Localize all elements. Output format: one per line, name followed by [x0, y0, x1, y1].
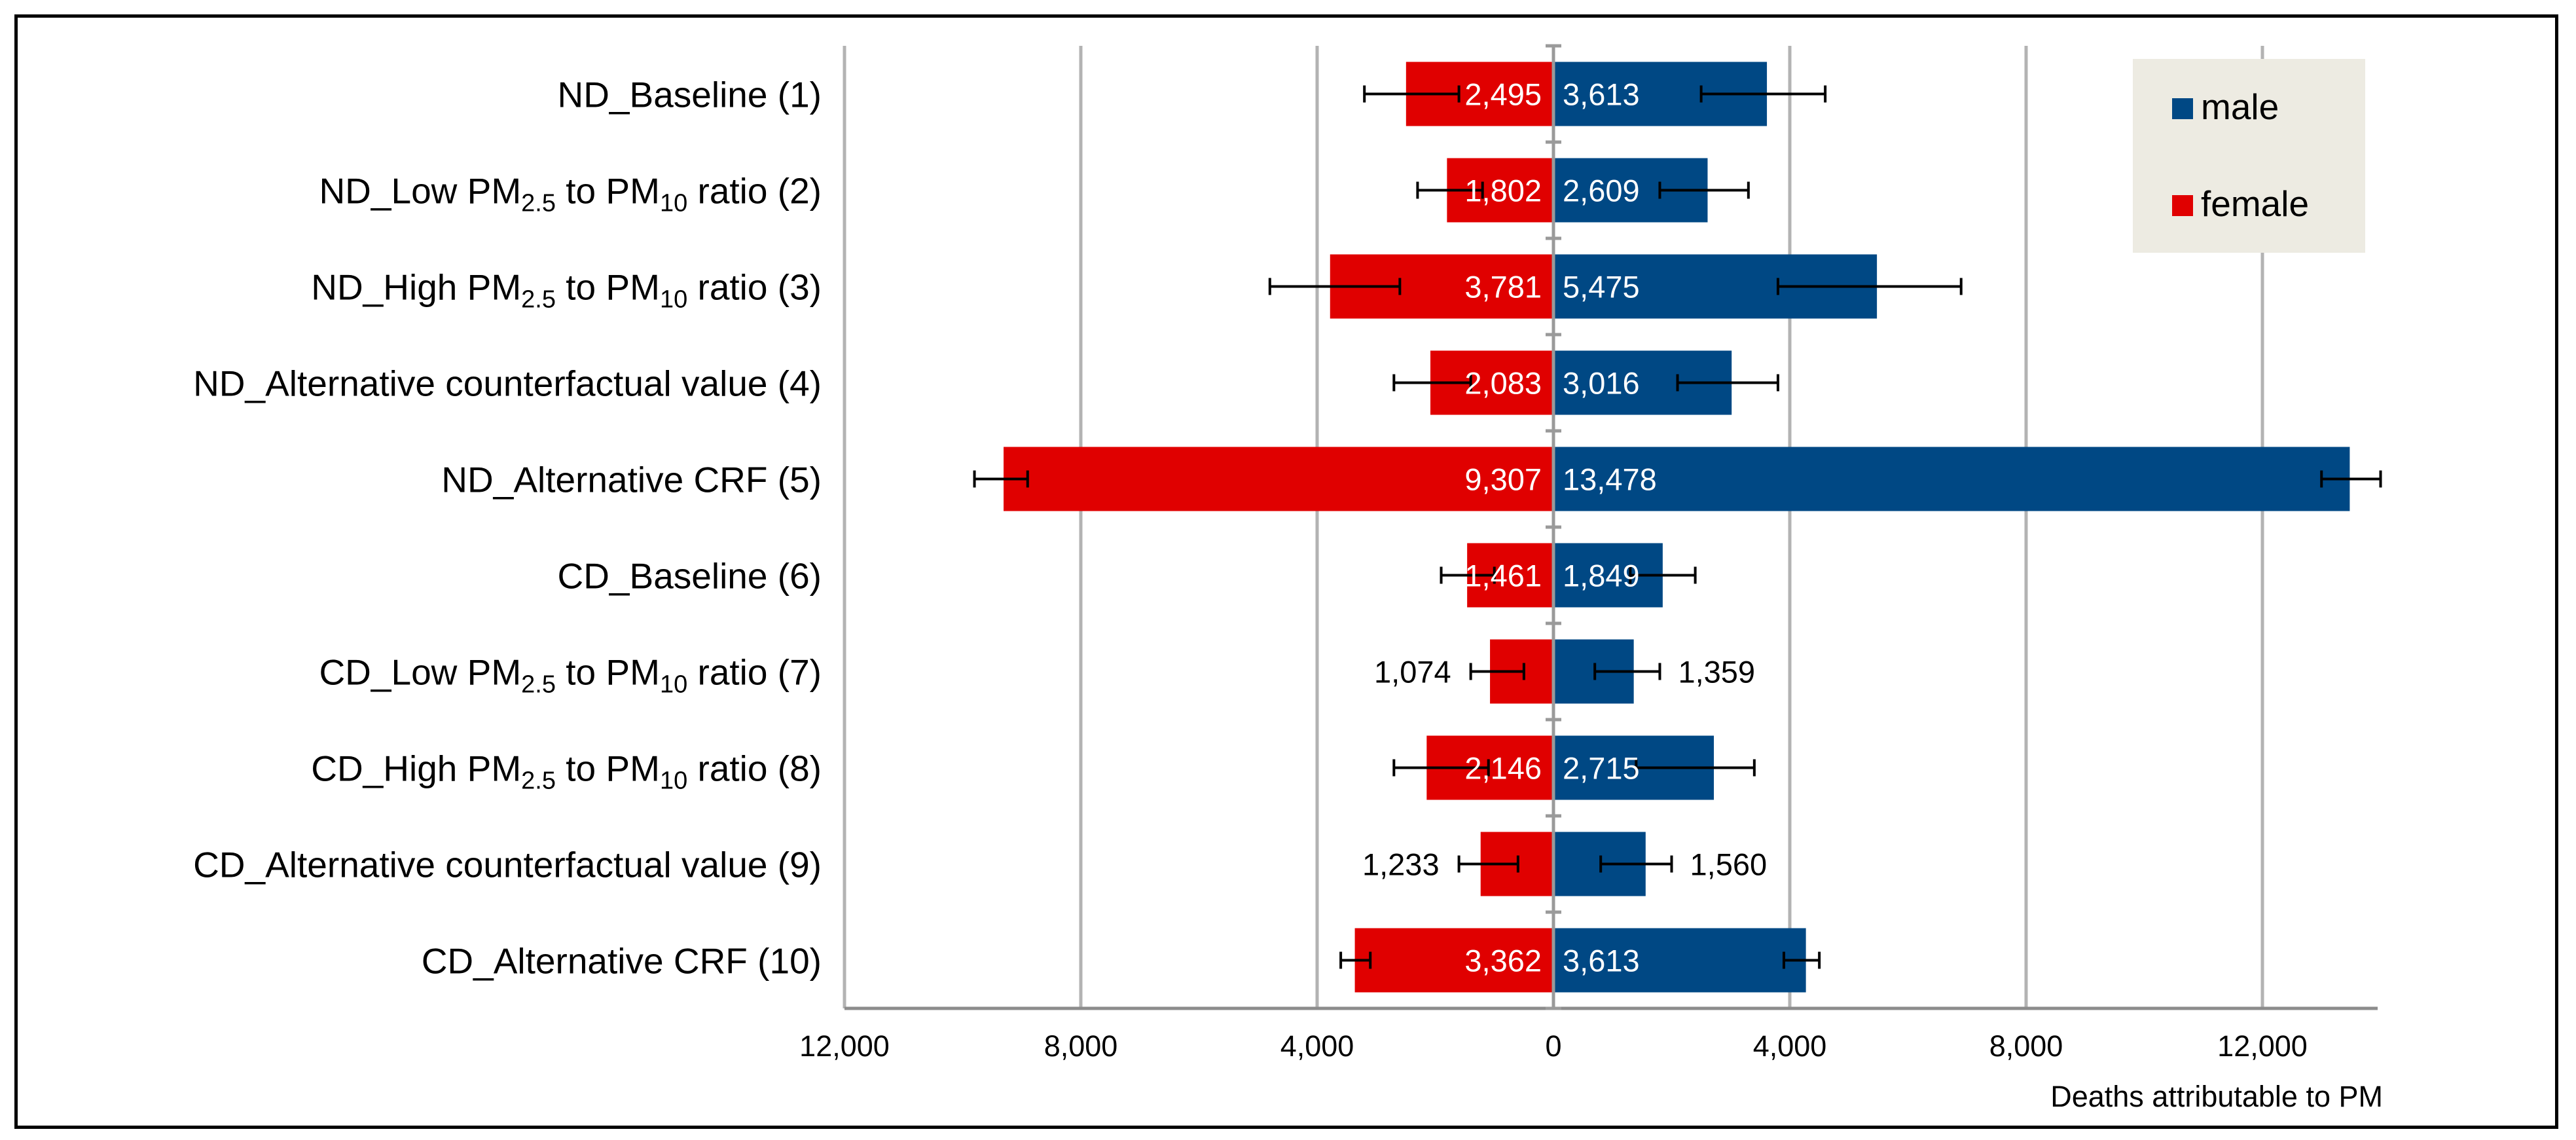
category-label: CD_High PM2.5 to PM10 ratio (8) [311, 748, 822, 795]
female-data-label: 3,781 [1464, 270, 1542, 304]
category-label: ND_Low PM2.5 to PM10 ratio (2) [319, 171, 822, 217]
legend-label-female: female [2201, 183, 2309, 224]
category-label: ND_Alternative CRF (5) [441, 460, 822, 500]
x-tick-label: 12,000 [799, 1029, 890, 1063]
legend-swatch-male [2172, 98, 2193, 119]
category-label: CD_Low PM2.5 to PM10 ratio (7) [319, 652, 822, 699]
x-tick-label: 0 [1545, 1029, 1561, 1063]
male-data-label: 2,609 [1563, 174, 1640, 208]
label-text: to PM [556, 748, 660, 789]
label-text: CD_Baseline (6) [557, 556, 822, 597]
category-label: CD_Alternative counterfactual value (9) [193, 845, 822, 885]
category-label: CD_Alternative CRF (10) [422, 941, 822, 982]
category-label: ND_Alternative counterfactual value (4) [193, 363, 822, 404]
male-data-label: 1,560 [1690, 847, 1768, 882]
label-text: CD_Low PM [319, 652, 521, 693]
male-data-label: 1,849 [1563, 559, 1640, 593]
x-axis-title: Deaths attributable to PM [2050, 1080, 2383, 1113]
female-data-label: 1,233 [1362, 847, 1440, 882]
x-tick-label: 8,000 [1989, 1029, 2063, 1063]
male-data-label: 3,613 [1563, 77, 1640, 112]
label-text: CD_High PM [311, 748, 521, 789]
label-text: to PM [556, 171, 660, 211]
label-subscript: 2.5 [521, 190, 556, 217]
legend-label-male: male [2201, 86, 2279, 127]
category-label: CD_Baseline (6) [557, 556, 822, 597]
male-data-label: 2,715 [1563, 751, 1640, 786]
label-subscript: 2.5 [521, 286, 556, 314]
label-text: ND_Alternative counterfactual value (4) [193, 363, 822, 404]
female-data-label: 1,074 [1374, 655, 1451, 690]
label-text: CD_Alternative CRF (10) [422, 941, 822, 982]
label-subscript: 2.5 [521, 671, 556, 699]
female-data-label: 9,307 [1464, 462, 1542, 497]
male-data-label: 3,016 [1563, 366, 1640, 401]
label-subscript: 2.5 [521, 767, 556, 795]
label-text: to PM [556, 652, 660, 693]
male-bar [1553, 447, 2350, 511]
x-tick-label: 4,000 [1280, 1029, 1354, 1063]
label-subscript: 10 [660, 671, 687, 699]
male-data-label: 1,359 [1678, 655, 1755, 690]
x-tick-label: 4,000 [1753, 1029, 1827, 1063]
label-text: ND_Baseline (1) [557, 75, 822, 115]
x-tick-label: 12,000 [2217, 1029, 2308, 1063]
label-subscript: 10 [660, 767, 687, 795]
male-data-label: 5,475 [1563, 270, 1640, 304]
label-text: ND_Alternative CRF (5) [441, 460, 822, 500]
label-text: ratio (8) [687, 748, 822, 789]
female-data-label: 3,362 [1464, 944, 1542, 978]
x-tick-label: 8,000 [1044, 1029, 1118, 1063]
female-data-label: 1,802 [1464, 174, 1542, 208]
category-label: ND_Baseline (1) [557, 75, 822, 115]
label-text: ND_High PM [311, 267, 521, 308]
female-data-label: 1,461 [1464, 559, 1542, 593]
label-text: ratio (3) [687, 267, 822, 308]
male-bar [1553, 928, 1806, 993]
label-text: to PM [556, 267, 660, 308]
female-bar [1004, 447, 1553, 511]
label-text: ratio (7) [687, 652, 822, 693]
female-bar [1354, 928, 1553, 993]
category-label: ND_High PM2.5 to PM10 ratio (3) [311, 267, 822, 314]
male-data-label: 3,613 [1563, 944, 1640, 978]
label-subscript: 10 [660, 190, 687, 217]
label-text: ratio (2) [687, 171, 822, 211]
legend-box [2133, 59, 2365, 253]
label-text: ND_Low PM [319, 171, 521, 211]
label-subscript: 10 [660, 286, 687, 314]
label-text: CD_Alternative counterfactual value (9) [193, 845, 822, 885]
legend-swatch-female [2172, 195, 2193, 216]
female-data-label: 2,146 [1464, 751, 1542, 786]
female-data-label: 2,083 [1464, 366, 1542, 401]
male-data-label: 13,478 [1563, 462, 1657, 497]
female-data-label: 2,495 [1464, 77, 1542, 112]
